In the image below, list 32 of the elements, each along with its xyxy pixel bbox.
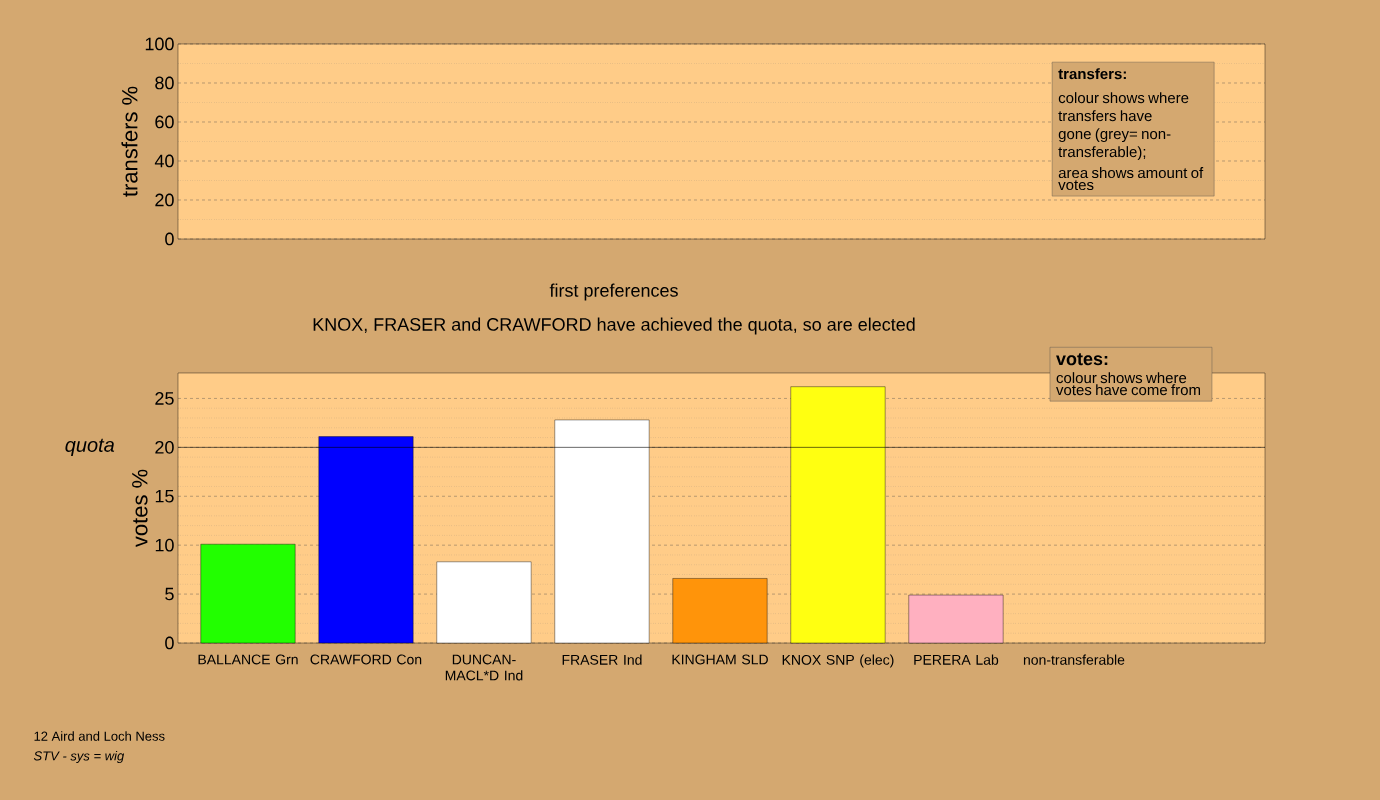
- chart-subtitle: KNOX, FRASER and CRAWFORD have achieved the quota, so are elected: [313, 317, 915, 335]
- y-tick-label: 20: [155, 193, 174, 207]
- x-tick-label: PERERA Lab: [914, 654, 999, 665]
- x-tick-label: BALLANCE Grn: [198, 654, 298, 665]
- y-tick-label: 0: [165, 232, 174, 246]
- y-tick-label: 10: [155, 538, 174, 552]
- y-tick-label: 20: [155, 440, 174, 454]
- y-tick-label: 15: [155, 489, 174, 503]
- y-axis-title: votes %: [132, 469, 148, 548]
- x-tick-label: DUNCAN-MACL*D Ind: [445, 654, 523, 681]
- y-tick-label: 25: [155, 392, 174, 405]
- y-tick-label: 80: [155, 76, 174, 90]
- text: 12 Aird and Loch Ness: [34, 731, 165, 741]
- y-tick-label: 5: [165, 587, 174, 601]
- annotation: transfers:: [1058, 68, 1126, 80]
- text: STV - sys = wig: [33, 750, 125, 764]
- y-tick-label: 100: [145, 37, 174, 51]
- y-tick-label: 60: [155, 115, 174, 129]
- annotation: colour shows where transfers have gone (grey= non-transferable);: [1058, 92, 1189, 161]
- x-tick-label: FRASER Ind: [562, 654, 642, 665]
- annotation: colour shows where votes have come from: [1056, 372, 1201, 396]
- x-tick-label: non-transferable: [1023, 654, 1125, 665]
- annotation: area shows amount of votes: [1058, 167, 1204, 191]
- y-tick-label: 0: [165, 636, 174, 650]
- x-tick-label: KINGHAM SLD: [672, 654, 768, 665]
- ref-line-label: quota: [65, 438, 115, 456]
- y-tick-label: 40: [154, 154, 174, 168]
- chart-title: first preferences: [549, 283, 678, 301]
- x-tick-label: CRAWFORD Con: [310, 654, 422, 665]
- text: votes:: [1056, 353, 1108, 366]
- y-axis-title: transfers %: [121, 86, 138, 197]
- x-tick-label: KNOX SNP (elec): [782, 654, 894, 668]
